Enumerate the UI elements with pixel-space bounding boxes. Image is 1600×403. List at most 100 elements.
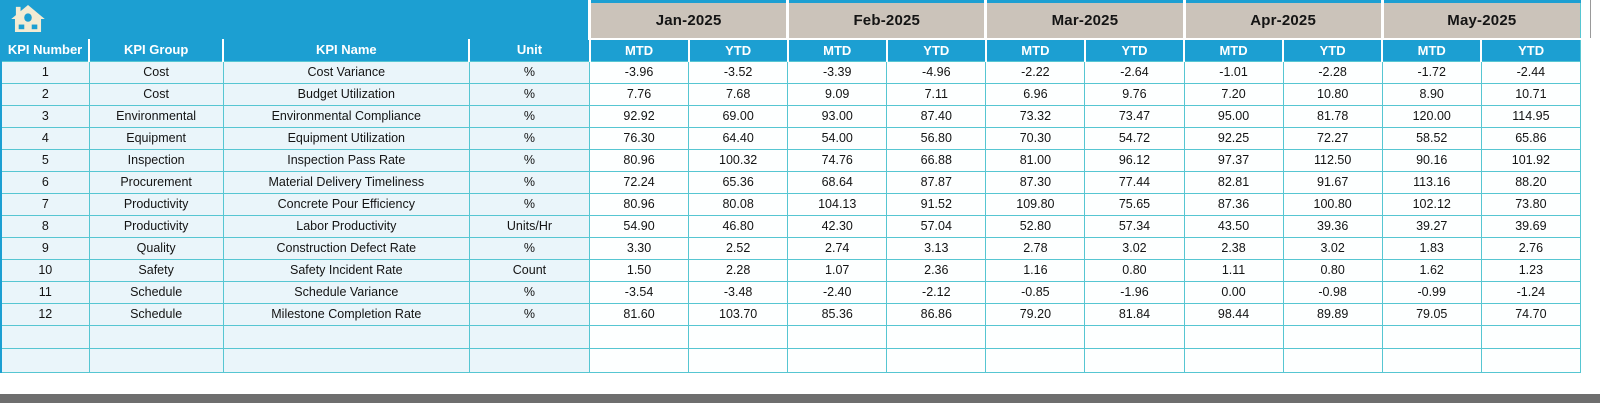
- cell-value[interactable]: 3.02: [1282, 236, 1383, 260]
- empty-cell[interactable]: [1183, 324, 1284, 349]
- subcolumn-header[interactable]: MTD: [588, 39, 689, 62]
- cell-value[interactable]: 1.50: [589, 258, 690, 282]
- cell-unit[interactable]: %: [468, 82, 591, 106]
- cell-value[interactable]: 0.80: [1084, 258, 1185, 282]
- cell-value[interactable]: 1.23: [1480, 258, 1582, 282]
- cell-value[interactable]: -3.52: [688, 60, 789, 84]
- subcolumn-header[interactable]: YTD: [1480, 39, 1581, 62]
- cell-value[interactable]: 64.40: [688, 126, 789, 150]
- cell-value[interactable]: -1.24: [1480, 280, 1582, 304]
- cell-value[interactable]: 75.65: [1084, 192, 1185, 216]
- cell-value[interactable]: 76.30: [589, 126, 690, 150]
- cell-value[interactable]: 7.76: [589, 82, 690, 106]
- cell-value[interactable]: 68.64: [787, 170, 888, 194]
- empty-cell[interactable]: [1084, 347, 1185, 373]
- cell-kpi-name[interactable]: Labor Productivity: [222, 214, 470, 238]
- cell-value[interactable]: -2.44: [1480, 60, 1582, 84]
- cell-unit[interactable]: %: [468, 280, 591, 304]
- cell-value[interactable]: 113.16: [1381, 170, 1482, 194]
- empty-cell[interactable]: [1282, 324, 1383, 349]
- cell-kpi-name[interactable]: Milestone Completion Rate: [222, 302, 470, 326]
- cell-value[interactable]: -3.54: [589, 280, 690, 304]
- cell-value[interactable]: 2.78: [985, 236, 1086, 260]
- cell-value[interactable]: 87.40: [886, 104, 987, 128]
- cell-kpi-group[interactable]: Procurement: [88, 170, 224, 194]
- empty-cell[interactable]: [1480, 347, 1582, 373]
- cell-kpi-group[interactable]: Cost: [88, 60, 224, 84]
- cell-value[interactable]: 7.20: [1183, 82, 1284, 106]
- cell-value[interactable]: -2.40: [787, 280, 888, 304]
- cell-value[interactable]: 65.36: [688, 170, 789, 194]
- cell-value[interactable]: 80.96: [589, 192, 690, 216]
- cell-unit[interactable]: %: [468, 302, 591, 326]
- cell-kpi-name[interactable]: Concrete Pour Efficiency: [222, 192, 470, 216]
- cell-value[interactable]: 43.50: [1183, 214, 1284, 238]
- month-header[interactable]: Feb-2025: [786, 1, 986, 40]
- cell-value[interactable]: -1.96: [1084, 280, 1185, 304]
- cell-value[interactable]: 2.36: [886, 258, 987, 282]
- cell-value[interactable]: 7.11: [886, 82, 987, 106]
- cell-value[interactable]: 87.36: [1183, 192, 1284, 216]
- cell-value[interactable]: 10.80: [1282, 82, 1383, 106]
- cell-kpi-group[interactable]: Schedule: [88, 280, 224, 304]
- subcolumn-header[interactable]: YTD: [1083, 39, 1185, 62]
- column-header[interactable]: KPI Name: [222, 39, 470, 62]
- empty-cell[interactable]: [0, 347, 90, 373]
- cell-value[interactable]: 3.30: [589, 236, 690, 260]
- cell-value[interactable]: 2.52: [688, 236, 789, 260]
- cell-value[interactable]: 104.13: [787, 192, 888, 216]
- subcolumn-header[interactable]: MTD: [786, 39, 887, 62]
- column-header[interactable]: KPI Number: [1, 39, 90, 62]
- cell-value[interactable]: 9.09: [787, 82, 888, 106]
- empty-cell[interactable]: [468, 347, 591, 373]
- cell-value[interactable]: 1.62: [1381, 258, 1482, 282]
- cell-value[interactable]: -1.72: [1381, 60, 1482, 84]
- cell-kpi-number[interactable]: 8: [0, 214, 90, 238]
- cell-kpi-name[interactable]: Environmental Compliance: [222, 104, 470, 128]
- cell-kpi-name[interactable]: Construction Defect Rate: [222, 236, 470, 260]
- cell-value[interactable]: 66.88: [886, 148, 987, 172]
- cell-unit[interactable]: %: [468, 126, 591, 150]
- cell-kpi-number[interactable]: 7: [0, 192, 90, 216]
- cell-value[interactable]: 114.95: [1480, 104, 1582, 128]
- cell-value[interactable]: 87.87: [886, 170, 987, 194]
- cell-kpi-group[interactable]: Inspection: [88, 148, 224, 172]
- cell-value[interactable]: 57.34: [1084, 214, 1185, 238]
- cell-value[interactable]: 57.04: [886, 214, 987, 238]
- cell-kpi-number[interactable]: 11: [0, 280, 90, 304]
- cell-value[interactable]: 46.80: [688, 214, 789, 238]
- subcolumn-header[interactable]: MTD: [1183, 39, 1284, 62]
- cell-value[interactable]: 88.20: [1480, 170, 1582, 194]
- cell-value[interactable]: 79.05: [1381, 302, 1482, 326]
- cell-value[interactable]: 109.80: [985, 192, 1086, 216]
- cell-value[interactable]: 100.32: [688, 148, 789, 172]
- cell-value[interactable]: 1.83: [1381, 236, 1482, 260]
- cell-unit[interactable]: Units/Hr: [468, 214, 591, 238]
- subcolumn-header[interactable]: MTD: [984, 39, 1085, 62]
- cell-unit[interactable]: %: [468, 192, 591, 216]
- cell-value[interactable]: 2.38: [1183, 236, 1284, 260]
- cell-kpi-number[interactable]: 12: [0, 302, 90, 326]
- cell-value[interactable]: -3.48: [688, 280, 789, 304]
- column-header[interactable]: KPI Group: [88, 39, 224, 62]
- cell-value[interactable]: 93.00: [787, 104, 888, 128]
- cell-value[interactable]: -0.98: [1282, 280, 1383, 304]
- cell-value[interactable]: 2.74: [787, 236, 888, 260]
- empty-cell[interactable]: [1381, 347, 1482, 373]
- cell-kpi-name[interactable]: Safety Incident Rate: [222, 258, 470, 282]
- cell-value[interactable]: 82.81: [1183, 170, 1284, 194]
- empty-cell[interactable]: [985, 347, 1086, 373]
- cell-unit[interactable]: %: [468, 148, 591, 172]
- cell-value[interactable]: 98.44: [1183, 302, 1284, 326]
- cell-value[interactable]: -2.64: [1084, 60, 1185, 84]
- cell-value[interactable]: 7.68: [688, 82, 789, 106]
- empty-cell[interactable]: [589, 347, 690, 373]
- cell-unit[interactable]: %: [468, 170, 591, 194]
- empty-cell[interactable]: [688, 347, 789, 373]
- cell-value[interactable]: 72.27: [1282, 126, 1383, 150]
- cell-value[interactable]: 92.25: [1183, 126, 1284, 150]
- cell-value[interactable]: 85.36: [787, 302, 888, 326]
- cell-value[interactable]: -1.01: [1183, 60, 1284, 84]
- cell-unit[interactable]: Count: [468, 258, 591, 282]
- cell-kpi-group[interactable]: Cost: [88, 82, 224, 106]
